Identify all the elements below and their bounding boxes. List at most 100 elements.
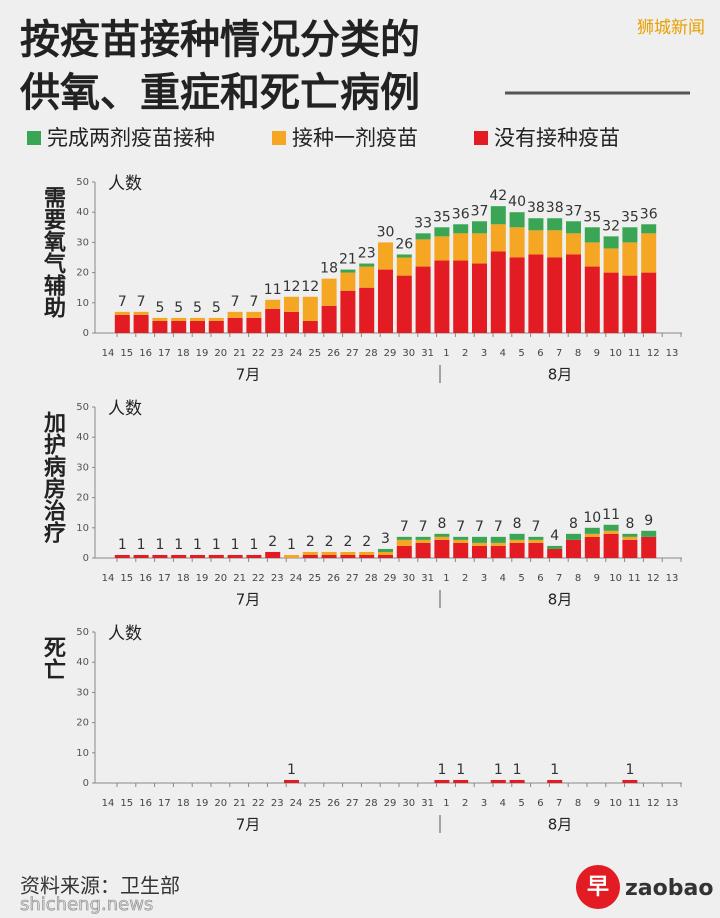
x-tick-label: 17 [158,348,171,359]
x-tick-label: 10 [609,348,622,359]
watermark: 狮城新闻 [637,18,705,38]
bar-segment [566,533,581,540]
bar-segment [547,230,563,258]
x-tick-label: 5 [518,348,524,359]
total-label: 7 [531,519,540,535]
bar-segment [622,275,638,333]
total-label: 1 [118,537,127,553]
total-label: 36 [640,206,658,222]
brand-icon-text: 早 [587,875,609,900]
x-tick-label: 1 [443,798,449,809]
total-label: 33 [414,215,432,231]
total-label: 3 [381,531,390,547]
total-label: 1 [494,762,503,778]
total-label: 40 [508,194,526,210]
bar-segment [284,554,299,558]
bar-segment [246,317,262,333]
x-tick-label: 21 [233,348,246,359]
bar-segment [152,317,168,321]
total-label: 1 [231,537,240,553]
x-tick-label: 30 [402,348,415,359]
total-label: 35 [433,209,451,225]
x-tick-label: 7 [556,573,562,584]
bar-segment [208,317,224,321]
bar-segment [340,290,356,333]
bar-segment [302,320,318,333]
bar-segment [434,260,450,333]
x-tick-label: 18 [177,348,190,359]
bar-segment [415,266,431,333]
y-axis-label: 人数 [108,174,142,194]
month-label: 8月 [548,591,573,609]
x-tick-label: 2 [462,348,468,359]
total-label: 1 [456,762,465,778]
total-label: 37 [565,203,583,219]
x-tick-label: 14 [102,798,115,809]
x-tick-label: 27 [346,573,359,584]
bar-segment [603,236,619,249]
x-tick-label: 11 [628,798,641,809]
bar-segment [378,551,393,555]
bar-segment [641,272,657,333]
bar-segment [490,542,506,546]
bar-segment [340,554,356,558]
bar-segment [284,779,299,783]
bar-segment [584,242,600,267]
total-label: 7 [494,519,503,535]
x-tick-label: 4 [500,573,506,584]
x-tick-label: 15 [120,798,133,809]
bar-segment [152,554,168,558]
x-tick-label: 23 [271,573,284,584]
bar-segment [434,533,450,537]
total-label: 7 [118,294,127,310]
bar-segment [472,263,487,333]
bar-segment [227,554,243,558]
total-label: 2 [343,534,352,550]
total-label: 32 [602,218,620,234]
bar-segment [359,263,375,267]
total-label: 35 [621,209,639,225]
total-label: 7 [419,519,428,535]
x-tick-label: 31 [421,348,434,359]
x-tick-label: 15 [120,573,133,584]
x-tick-label: 18 [177,798,190,809]
total-label: 1 [287,537,296,553]
bar-segment [472,536,487,543]
x-tick-label: 20 [214,798,227,809]
x-tick-label: 18 [177,573,190,584]
bar-segment [190,554,205,558]
x-tick-label: 1 [443,573,449,584]
x-tick-label: 9 [594,798,600,809]
y-tick-label: 20 [76,493,89,504]
bar-segment [396,539,412,546]
x-tick-label: 22 [252,798,265,809]
bar-segment [472,545,487,558]
bar-segment [490,206,506,225]
x-tick-label: 16 [139,348,152,359]
bar-segment [321,551,337,555]
x-tick-label: 22 [252,573,265,584]
total-label: 5 [212,300,221,316]
y-axis-label: 人数 [108,399,142,419]
bar-segment [453,536,469,540]
total-label: 2 [325,534,334,550]
bar-segment [528,230,544,255]
bar-segment [509,533,525,540]
x-tick-label: 2 [462,798,468,809]
legend-label: 没有接种疫苗 [494,126,620,150]
bar-segment [528,254,544,333]
x-tick-label: 30 [402,798,415,809]
bar-segment [265,551,281,558]
y-tick-label: 40 [76,207,89,218]
bar-segment [378,269,393,333]
month-label: 8月 [548,366,573,384]
bar-segment [453,779,469,783]
total-label: 1 [212,537,221,553]
bar-segment [584,527,600,534]
bar-segment [622,242,638,276]
x-tick-label: 6 [537,573,543,584]
x-tick-label: 7 [556,798,562,809]
bar-segment [547,548,563,558]
bar-segment [434,536,450,540]
bar-segment [415,233,431,240]
